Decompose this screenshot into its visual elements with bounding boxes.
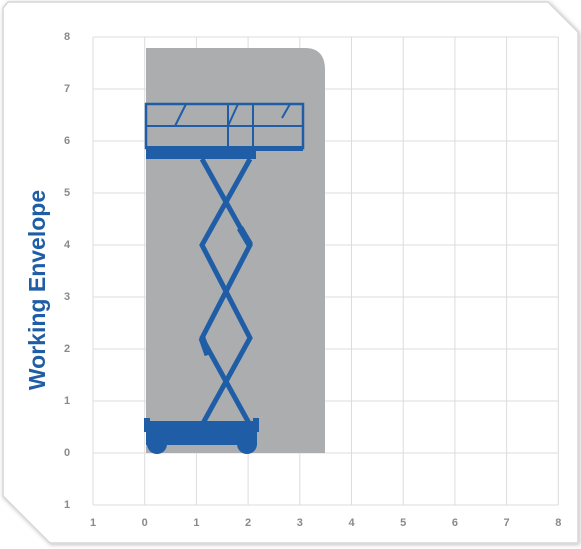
- x-tick-label: 1: [193, 517, 199, 529]
- x-tick-label: 1: [90, 517, 96, 529]
- y-tick-label: 8: [64, 31, 70, 43]
- y-tick-label: 4: [64, 239, 71, 251]
- title: Working Envelope: [24, 190, 50, 390]
- x-tick-label: 2: [245, 517, 251, 529]
- y-tick-label: 5: [64, 187, 70, 199]
- x-tick-label: 4: [348, 517, 355, 529]
- x-tick-label: 6: [452, 517, 458, 529]
- x-tick-label: 3: [297, 517, 303, 529]
- y-tick-label: 1: [64, 395, 70, 407]
- x-tick-label: 7: [504, 517, 510, 529]
- x-tick-label: 0: [142, 517, 148, 529]
- y-tick-label: 7: [64, 83, 70, 95]
- y-tick-label: 1: [64, 499, 70, 511]
- x-tick-label: 5: [400, 517, 406, 529]
- y-tick-label: 2: [64, 343, 70, 355]
- y-tick-label: 0: [64, 447, 70, 459]
- y-tick-label: 3: [64, 291, 70, 303]
- y-tick-label: 6: [64, 135, 70, 147]
- x-tick-label: 8: [555, 517, 561, 529]
- scissor-lift: [144, 102, 305, 454]
